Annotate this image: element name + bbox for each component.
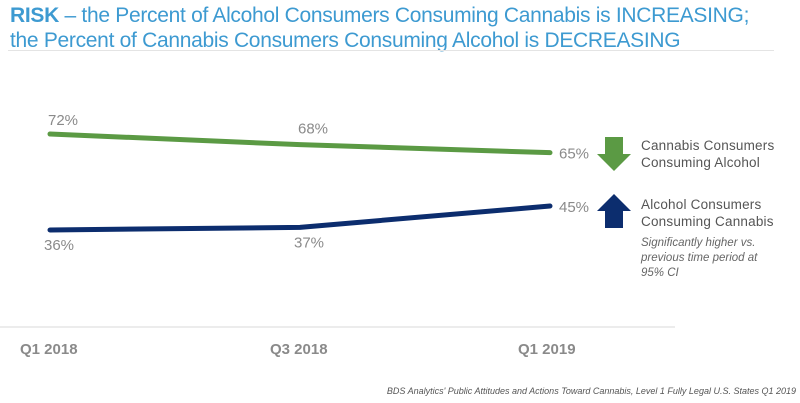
data-label: 68% (298, 121, 328, 138)
legend-green: Cannabis Consumers Consuming Alcohol (641, 137, 774, 171)
significance-note: Significantly higher vs. previous time p… (641, 237, 758, 279)
data-label: 37% (294, 234, 324, 251)
data-label: 72% (48, 112, 78, 129)
legend-green-line1: Cannabis Consumers (641, 138, 775, 153)
series-line-cannabis-consumers-alcohol (47, 131, 553, 156)
legend-blue: Alcohol Consumers Consuming Cannabis (641, 196, 774, 230)
data-label: 36% (44, 237, 74, 254)
legend-blue-line1: Alcohol Consumers (641, 197, 762, 212)
title-line1: – the Percent of Alcohol Consumers Consu… (58, 4, 750, 27)
source-note: BDS Analytics' Public Attitudes and Acti… (386, 386, 796, 396)
legend-blue-line2: Consuming Cannabis (641, 214, 774, 229)
arrow-up-icon (597, 194, 631, 228)
x-tick-label: Q1 2018 (20, 341, 78, 358)
title-risk: RISK (10, 4, 59, 27)
x-tick-label: Q3 2018 (270, 341, 328, 358)
chart-title: RISK – the Percent of Alcohol Consumers … (10, 3, 749, 53)
x-tick-label: Q1 2019 (518, 341, 576, 358)
title-line2: the Percent of Cannabis Consumers Consum… (10, 29, 681, 52)
legend-green-line2: Consuming Alcohol (641, 155, 760, 170)
title-divider (8, 50, 774, 51)
data-label: 65% (559, 146, 589, 163)
arrow-down-icon (597, 137, 631, 171)
data-label: 45% (559, 199, 589, 216)
series-line-alcohol-consumers-cannabis (47, 203, 553, 233)
